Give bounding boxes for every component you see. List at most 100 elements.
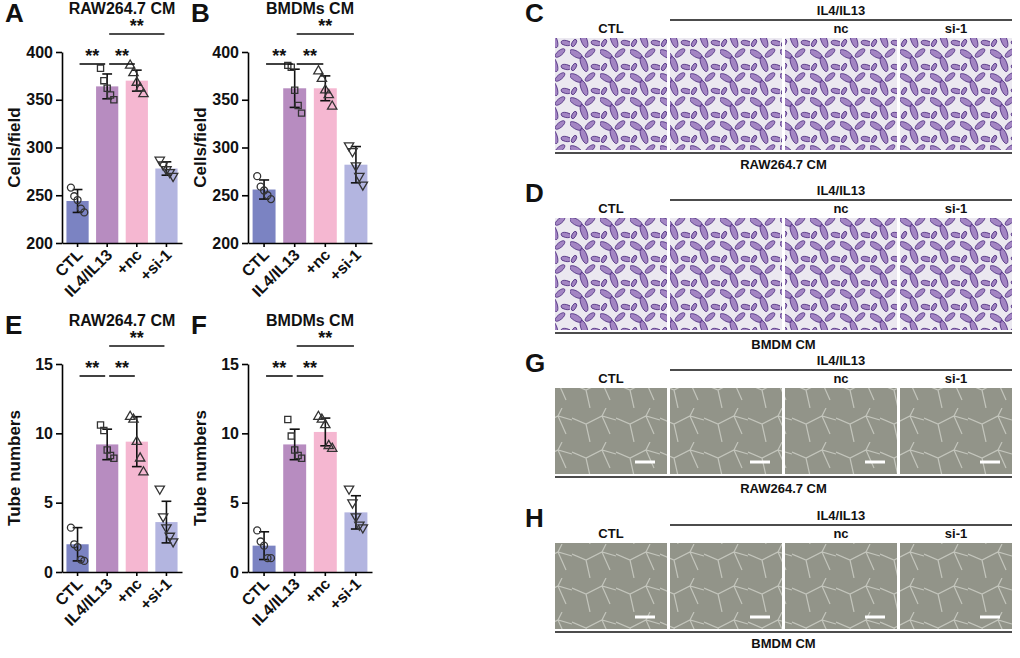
y-tick: 0 <box>230 564 248 581</box>
data-point <box>328 443 337 451</box>
panel-letter: E <box>5 310 22 340</box>
y-tick-label: 5 <box>44 494 53 511</box>
significance-label: ** <box>318 16 332 36</box>
y-tick: 5 <box>230 494 248 511</box>
micrograph <box>785 218 897 330</box>
data-point <box>81 209 88 216</box>
significance-label: ** <box>303 46 317 66</box>
data-point <box>321 420 330 428</box>
data-point <box>348 149 357 157</box>
x-tick-mark <box>263 572 265 576</box>
y-axis: 200250300350400 <box>26 44 62 252</box>
y-tick-mark <box>242 99 248 101</box>
data-point <box>254 527 261 534</box>
significance-label: ** <box>318 328 332 348</box>
significance-label: ** <box>130 328 144 348</box>
y-tick: 250 <box>26 187 62 204</box>
caption: BMDM CM <box>751 337 815 352</box>
error-bar-cap <box>162 500 172 502</box>
data-point <box>358 182 367 190</box>
panel-letter: G <box>525 348 545 378</box>
data-point <box>298 110 304 116</box>
micrograph <box>670 543 782 629</box>
y-tick-label: 15 <box>221 356 239 373</box>
column-label: si-1 <box>945 526 967 541</box>
scale-bar <box>865 461 885 464</box>
error-bar-cap <box>132 466 142 468</box>
data-point <box>298 455 304 461</box>
caption-line <box>555 332 1012 334</box>
error-bar-cap <box>102 73 112 75</box>
y-tick-mark <box>242 502 248 504</box>
caption: RAW264.7 CM <box>740 157 827 172</box>
x-tick: IL4/IL13 <box>249 572 303 629</box>
data-point <box>324 90 333 98</box>
y-tick-label: 5 <box>230 494 239 511</box>
micrograph <box>900 218 1012 330</box>
y-axis-line <box>248 365 250 573</box>
plot-marks <box>66 60 177 243</box>
y-tick-label: 250 <box>212 187 239 204</box>
bar <box>314 432 337 572</box>
column-label: si-1 <box>945 371 967 386</box>
data-point <box>168 173 177 181</box>
y-tick: 200 <box>212 235 248 252</box>
y-tick-mark <box>242 52 248 54</box>
y-tick-label: 10 <box>35 425 53 442</box>
group-label: IL4/IL13 <box>817 3 865 18</box>
chart-title: RAW264.7 CM <box>69 312 176 329</box>
chart-title: BMDMs CM <box>266 0 354 17</box>
group-label: IL4/IL13 <box>817 508 865 523</box>
y-tick-mark <box>56 52 62 54</box>
x-tick-mark <box>106 243 108 247</box>
figure-svg: 200250300350400CTLIL4/IL13+nc+si-1Cells/… <box>0 0 1020 658</box>
bar <box>126 81 148 243</box>
panel-chart: 051015CTLIL4/IL13+nc+si-1Tube numbersRAW… <box>5 310 183 629</box>
data-point <box>129 68 138 76</box>
y-tick-mark <box>242 572 248 574</box>
caption-line <box>555 476 1012 478</box>
bar <box>126 442 148 572</box>
y-tick-mark <box>56 147 62 149</box>
x-tick-mark <box>77 572 79 576</box>
data-point <box>74 197 81 204</box>
y-tick-label: 400 <box>26 44 53 61</box>
data-point <box>67 524 74 531</box>
x-tick: +si-1 <box>137 572 175 613</box>
data-point <box>288 64 294 70</box>
panel-letter: B <box>191 0 210 28</box>
x-tick-mark <box>166 572 168 576</box>
error-bar-cap <box>351 495 361 497</box>
data-point <box>267 555 274 562</box>
data-point <box>168 539 177 547</box>
caption-line <box>555 631 1012 633</box>
column-label: CTL <box>598 201 623 216</box>
y-tick-label: 10 <box>221 425 239 442</box>
figure: 200250300350400CTLIL4/IL13+nc+si-1Cells/… <box>0 0 1020 658</box>
significance-label: ** <box>272 358 286 378</box>
x-tick-mark <box>325 572 327 576</box>
data-point <box>295 102 301 108</box>
x-tick: +si-1 <box>137 243 175 284</box>
data-point <box>292 87 298 93</box>
data-point <box>101 78 107 84</box>
image-panel: DIL4/IL13CTLncsi-1BMDM CM <box>525 178 1012 352</box>
y-tick-label: 300 <box>26 139 53 156</box>
column-label: si-1 <box>945 21 967 36</box>
x-tick: IL4/IL13 <box>61 243 115 300</box>
micrograph <box>785 388 897 474</box>
y-tick-mark <box>56 195 62 197</box>
y-axis-line <box>62 365 64 573</box>
scale-bar <box>635 461 655 464</box>
significance-label: ** <box>85 46 99 66</box>
y-axis-title: Cells/field <box>191 107 210 187</box>
significance-label: ** <box>115 358 129 378</box>
bar <box>283 88 306 243</box>
y-tick-label: 300 <box>212 139 239 156</box>
data-point <box>139 89 148 97</box>
data-point <box>67 184 74 191</box>
y-tick-label: 350 <box>212 91 239 108</box>
error-bar <box>290 69 300 107</box>
data-point <box>81 557 88 564</box>
panel-chart: 200250300350400CTLIL4/IL13+nc+si-1Cells/… <box>5 0 183 300</box>
